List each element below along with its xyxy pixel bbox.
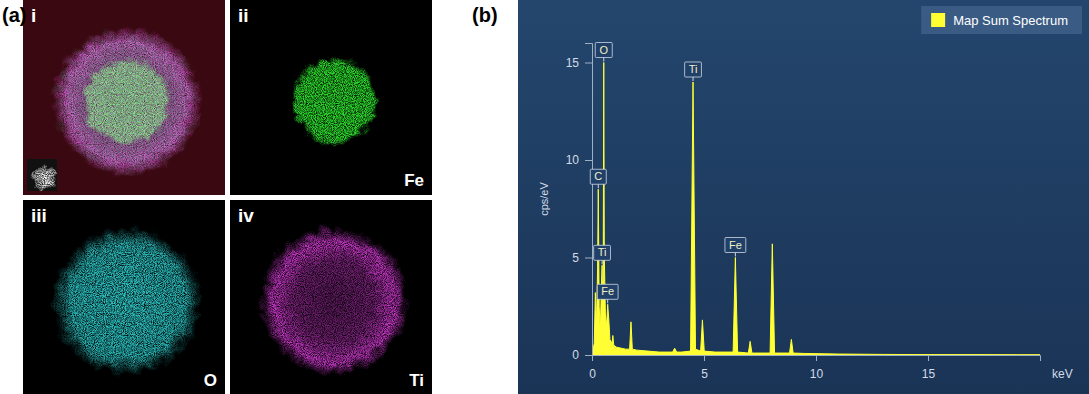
map-background	[23, 0, 225, 195]
overlay-layer	[50, 25, 198, 173]
legend-label: Map Sum Spectrum	[953, 13, 1068, 28]
overlay-layer	[80, 55, 168, 143]
x-tick-label: 0	[589, 367, 596, 381]
y-axis: 0 5 10 15	[566, 44, 593, 363]
x-tick: 0	[589, 355, 596, 381]
map-background	[230, 0, 432, 195]
panel-numeral: ii	[238, 5, 249, 26]
panel-numeral: iv	[238, 205, 254, 226]
x-axis-line	[593, 356, 1041, 362]
x-tick-label: 15	[922, 367, 936, 381]
chart-background	[518, 0, 1089, 394]
overlay-layer	[50, 25, 198, 173]
x-tick: 15	[922, 355, 936, 381]
peak-annotation: Fe	[725, 238, 746, 257]
element-map	[287, 55, 375, 143]
y-tick: 10	[566, 153, 592, 167]
annotation-box	[594, 245, 611, 260]
annotation-leader	[607, 299, 608, 303]
plot-area	[592, 63, 1040, 356]
annotation-leader	[602, 260, 603, 264]
panel-letter: (b)	[472, 4, 498, 26]
y-tick-mark	[585, 258, 592, 259]
x-tick: 10	[810, 355, 824, 381]
element-map	[50, 225, 198, 373]
element-label: O	[204, 371, 217, 390]
annotation-label: O	[599, 44, 608, 56]
y-tick: 5	[572, 251, 592, 265]
spectrum-area	[592, 63, 1040, 356]
panel-numeral: iii	[31, 205, 47, 226]
y-axis-line	[585, 44, 593, 356]
y-tick-label: 5	[572, 251, 579, 265]
panel-letter: (a)	[2, 4, 26, 26]
x-tick-label: 5	[701, 367, 708, 381]
annotation-leader	[598, 184, 599, 188]
x-axis: 0 5 10 15	[589, 355, 1040, 381]
inset-particle	[30, 163, 54, 187]
map-panel	[230, 0, 432, 195]
peak-annotation: C	[590, 169, 606, 188]
y-tick-label: 10	[566, 153, 580, 167]
annotation-label: Ti	[689, 63, 698, 75]
annotation-leader	[735, 253, 736, 257]
x-axis-title: keV	[1052, 367, 1073, 381]
panel-numeral: i	[31, 5, 36, 26]
annotation-label: Fe	[601, 285, 614, 297]
x-tick: 5	[701, 355, 708, 381]
annotation-label: Ti	[598, 246, 607, 258]
inset-background	[27, 159, 57, 191]
annotation-box	[685, 62, 702, 77]
annotation-label: Fe	[729, 239, 742, 251]
annotation-box	[597, 284, 618, 299]
x-tick-mark	[928, 355, 929, 361]
map-panel	[230, 200, 432, 394]
y-axis-title: cps/eV	[538, 182, 550, 216]
legend: Map Sum Spectrum	[921, 6, 1082, 34]
legend-box	[921, 6, 1082, 34]
annotation-label: C	[594, 170, 602, 182]
peak-annotation: O	[595, 43, 612, 62]
peak-annotation: Fe	[597, 284, 618, 303]
map-background	[230, 200, 432, 394]
overlay-panel	[23, 0, 225, 195]
element-map	[257, 225, 405, 373]
y-tick-label: 15	[566, 56, 580, 70]
map-background	[23, 200, 225, 394]
peak-annotation: Ti	[685, 62, 702, 81]
y-tick: 15	[566, 56, 592, 70]
map-panel	[23, 200, 225, 394]
element-label: Fe	[404, 171, 424, 190]
x-tick-label: 10	[810, 367, 824, 381]
annotation-leader	[693, 77, 694, 81]
legend-swatch	[931, 13, 945, 27]
annotation-box	[590, 169, 606, 184]
y-tick-mark	[585, 355, 592, 356]
annotation-box	[725, 238, 746, 253]
x-tick-mark	[816, 355, 817, 361]
figure: ii Fe iii Oiv Ti i 0 5 10 15 0 5 10 15 cps/eV keV O C Ti Fe…	[0, 0, 1089, 394]
peak-annotation: Ti	[594, 245, 611, 264]
y-tick-label: 0	[572, 348, 579, 362]
y-tick: 0	[572, 348, 592, 362]
annotation-box	[595, 43, 612, 58]
x-tick-mark	[704, 355, 705, 361]
annotations: O C Ti Fe Ti Fe	[590, 43, 746, 304]
element-label: Ti	[409, 371, 424, 390]
y-tick-mark	[585, 63, 592, 64]
y-tick-mark	[585, 160, 592, 161]
annotation-leader	[603, 58, 604, 62]
